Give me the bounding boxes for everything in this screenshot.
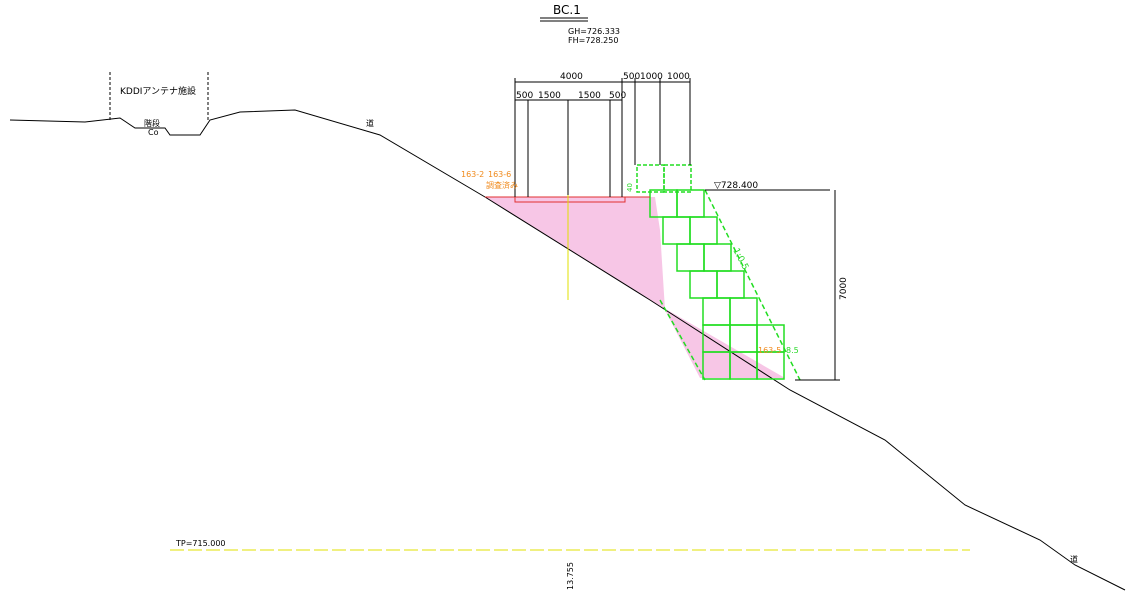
block: [702, 297, 731, 326]
distance: 13.755: [566, 562, 575, 590]
toe-point: 163-5: [758, 346, 781, 355]
title: BC.1: [553, 3, 581, 17]
block: [689, 270, 718, 299]
block: [676, 189, 705, 218]
survey-point: 163-2: [461, 170, 484, 179]
dim: 1000: [667, 72, 690, 82]
block: [689, 216, 718, 245]
block: [703, 243, 732, 272]
dim-gap: 40: [626, 183, 634, 192]
dim: 500: [516, 91, 533, 101]
block: [676, 243, 705, 272]
fh: FH=728.250: [568, 36, 618, 45]
block: [716, 270, 745, 299]
layout: [9, 72, 1126, 591]
dim: 4000: [560, 72, 583, 82]
ground-line: [9, 109, 1126, 591]
crest: ▽728.400: [714, 181, 758, 191]
survey-status: 調査済み: [486, 180, 518, 190]
dim-height: 7000: [839, 277, 849, 300]
slope-line: [704, 189, 801, 381]
fill-area: [485, 197, 785, 378]
block: [636, 164, 665, 193]
dim: 1500: [538, 91, 561, 101]
dim: 500: [609, 91, 626, 101]
block: [756, 351, 785, 380]
survey-point: 163-6: [488, 170, 511, 179]
block: [729, 324, 758, 353]
dim: 1500: [578, 91, 601, 101]
block: [663, 164, 692, 193]
datum: TP=715.000: [175, 539, 226, 548]
dim: 1000: [640, 72, 663, 82]
stairs: 階段: [144, 118, 160, 128]
slope-line: [659, 299, 706, 381]
block: [729, 297, 758, 326]
concrete: Co: [148, 128, 159, 137]
block: [662, 216, 691, 245]
road: 道: [1070, 554, 1078, 564]
dim: 500: [623, 72, 640, 82]
toe-value: 8.5: [786, 346, 799, 355]
road: 道: [366, 118, 374, 128]
facility: KDDIアンテナ施設: [120, 85, 196, 97]
slope: 1:0.5: [730, 247, 750, 272]
gh: GH=726.333: [568, 27, 620, 36]
plate: [514, 196, 626, 203]
